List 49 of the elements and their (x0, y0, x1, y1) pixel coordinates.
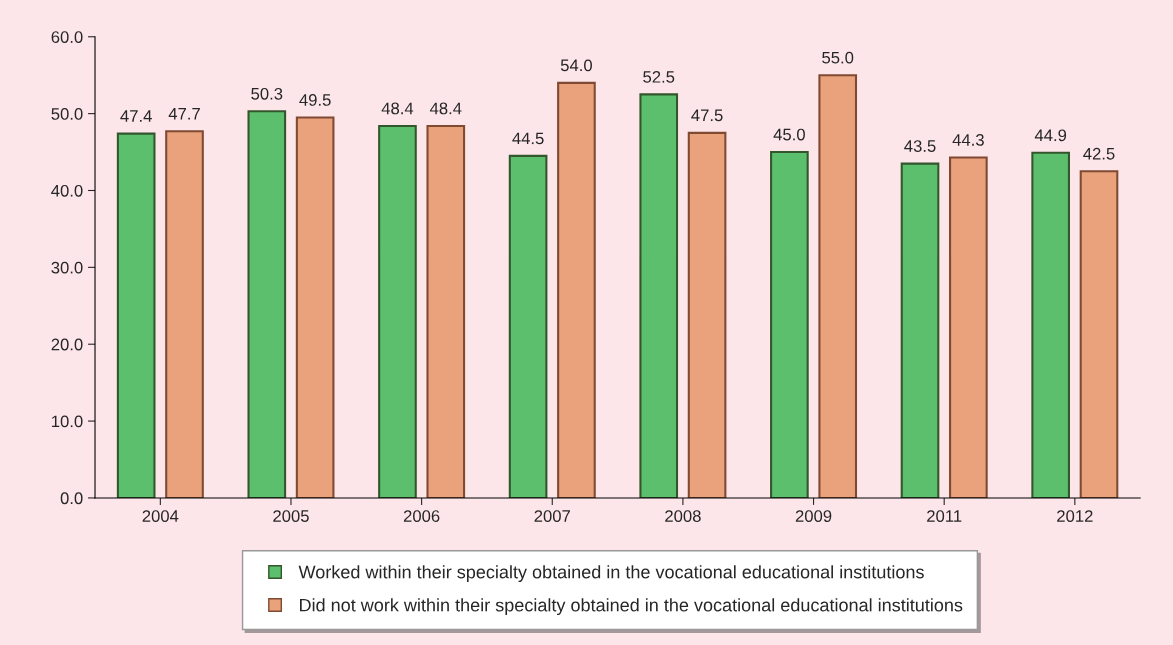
data-label: 50.3 (251, 87, 283, 100)
y-tick-label: 10.0 (52, 415, 83, 428)
data-label: 47.5 (691, 109, 723, 122)
x-tick-label: 2008 (665, 510, 701, 522)
y-tick-label: 30.0 (51, 261, 83, 274)
data-label: 44.9 (1034, 129, 1067, 142)
bar (687, 131, 727, 498)
bar (1031, 151, 1070, 498)
data-label: 47.4 (120, 110, 152, 122)
bar (1079, 170, 1119, 498)
bar (770, 151, 809, 498)
bar (818, 74, 858, 498)
x-tick-label: 2006 (403, 510, 440, 522)
y-tick-label: 20.0 (51, 338, 83, 351)
data-label: 48.4 (429, 102, 462, 115)
data-label: 47.7 (168, 108, 200, 120)
y-tick-label: 50.0 (51, 108, 83, 120)
x-tick-label: 2009 (795, 510, 832, 522)
x-tick-label: 2004 (142, 510, 179, 522)
bar (508, 154, 548, 498)
x-tick-label: 2007 (534, 510, 570, 522)
data-label: 48.4 (381, 102, 414, 115)
bar (639, 93, 679, 498)
data-label: 44.3 (952, 134, 984, 146)
x-tick-label: 2012 (1057, 510, 1093, 522)
y-tick-label: 0.0 (60, 492, 83, 505)
bar (426, 124, 466, 498)
data-label: 49.5 (299, 94, 331, 106)
bar (116, 132, 156, 498)
data-label: 54.0 (560, 59, 592, 72)
bar (949, 156, 988, 498)
data-label: 43.5 (904, 140, 936, 152)
y-tick-label: 40.0 (51, 184, 83, 197)
bar (378, 124, 417, 498)
data-label: 45.0 (773, 128, 805, 141)
data-label: 52.5 (643, 70, 675, 83)
bar (165, 130, 204, 498)
y-tick-label: 60.0 (51, 31, 83, 43)
data-label: 44.5 (512, 132, 544, 145)
legend-label: Worked within their specialty obtained in the vocational educational institutions (298, 565, 924, 582)
x-tick-label: 2011 (927, 510, 962, 522)
data-label: 42.5 (1083, 147, 1115, 160)
x-tick-label: 2005 (273, 510, 309, 522)
data-label: 55.0 (822, 51, 854, 64)
legend-label: Did not work within their specialty obtained in the vocational educational institutions (300, 598, 963, 616)
bar (557, 81, 596, 498)
bar (247, 110, 287, 498)
bar (900, 162, 940, 498)
bar (295, 116, 335, 498)
